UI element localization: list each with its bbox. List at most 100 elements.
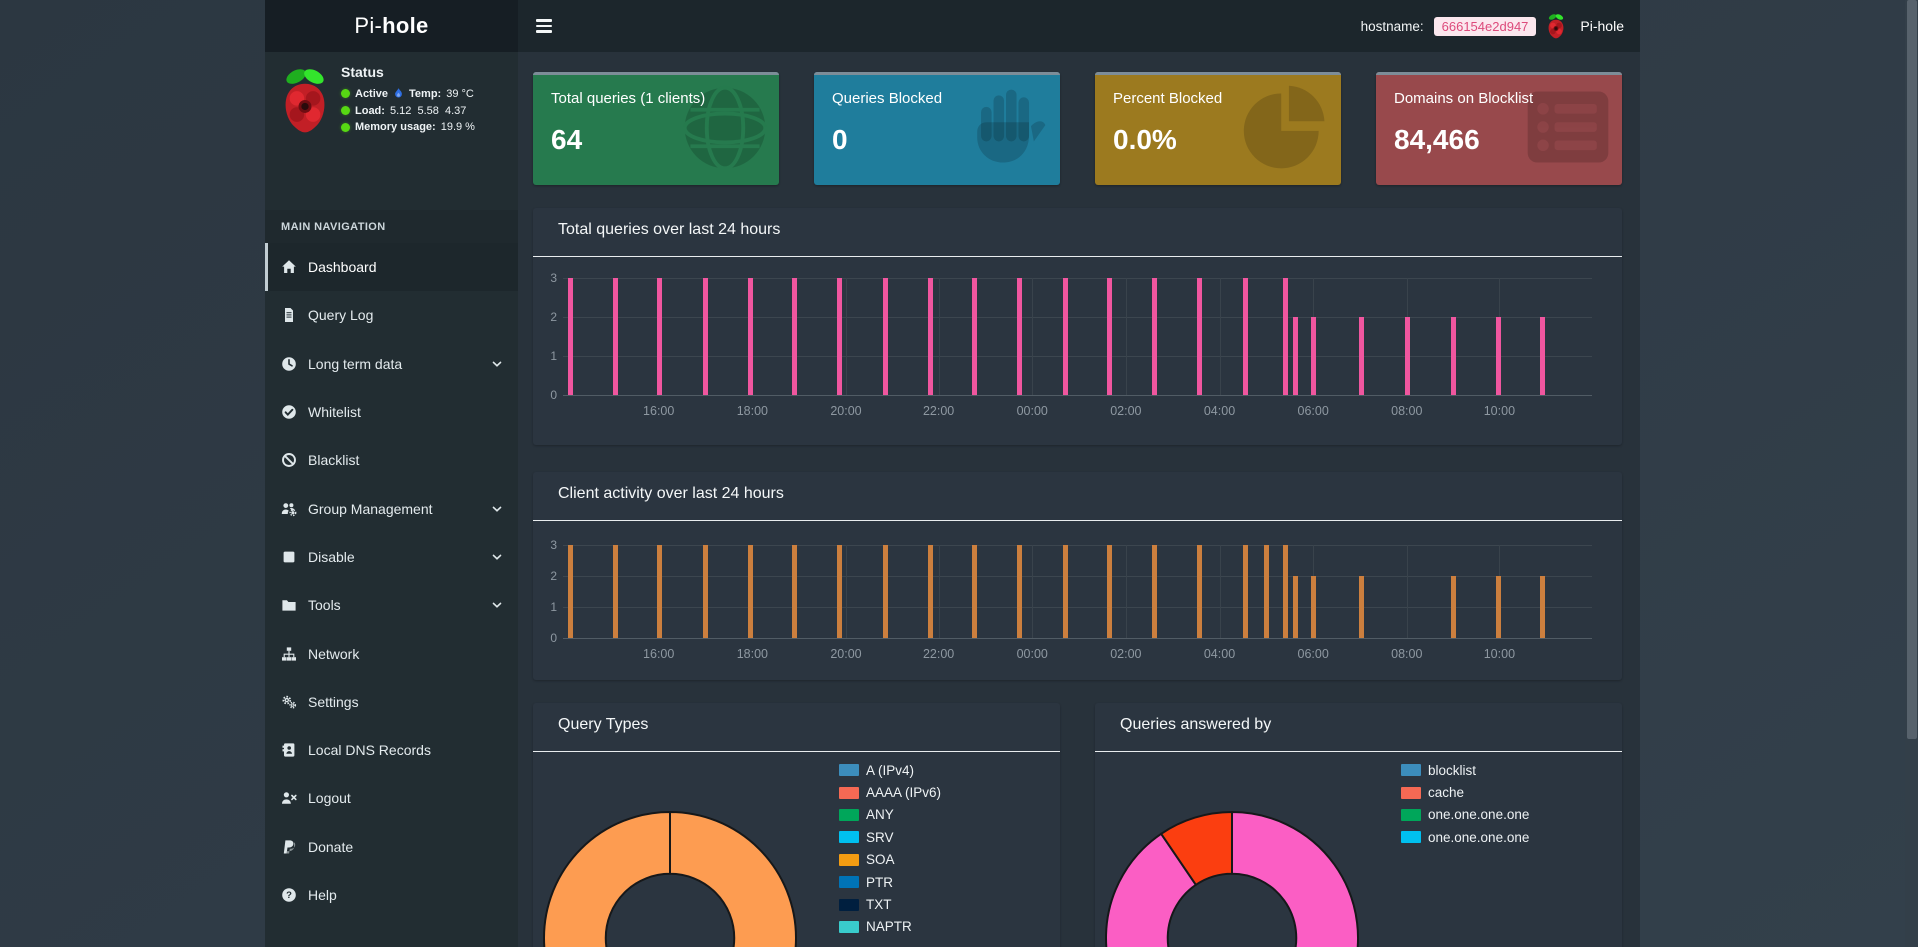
bar-09:55[interactable] [1495,576,1501,638]
bar-17:00[interactable] [702,545,708,638]
sidebar-item-help[interactable]: ? Help [265,871,518,919]
bar-09:55[interactable] [1495,317,1501,395]
legend-item-srv[interactable]: SRV [839,826,894,848]
bar-10:55[interactable] [1540,317,1546,395]
legend-label: one.one.one.one [1428,829,1530,845]
legend-label: SOA [866,852,895,868]
legend-item-one.one.one.one[interactable]: one.one.one.one [1401,804,1529,826]
gridline-vertical [1219,545,1221,638]
bar-05:00[interactable] [1264,545,1270,638]
bar-18:55[interactable] [792,278,798,395]
legend-item-cache[interactable]: cache [1401,781,1464,803]
bar-15:05[interactable] [612,545,618,638]
legend-swatch [839,764,859,777]
bar-09:00[interactable] [1450,576,1456,638]
legend-label: AAAA (IPv6) [866,785,942,801]
legend-item-blocklist[interactable]: blocklist [1401,759,1476,781]
gridline [563,545,1592,546]
bar-16:00[interactable] [657,278,663,395]
bar-16:00[interactable] [657,545,663,638]
bar-01:40[interactable] [1106,545,1112,638]
bar-01:40[interactable] [1106,278,1112,395]
bar-07:00[interactable] [1359,576,1364,638]
bar-00:40[interactable] [1062,545,1068,638]
sidebar-item-blacklist[interactable]: Blacklist [265,436,518,484]
bar-00:40[interactable] [1062,278,1068,395]
x-axis-tick: 20:00 [830,404,862,418]
legend-item-any[interactable]: ANY [839,804,894,826]
top-header: Pi-hole hostname: 666154e2d947 Pi-hole [265,0,1640,52]
bar-05:25[interactable] [1282,278,1288,395]
card-title: Domains on Blocklist [1394,90,1534,107]
legend-swatch [839,920,859,933]
app-logo[interactable]: Pi-hole [265,0,518,52]
legend-item-one.one.one.one[interactable]: one.one.one.one [1401,826,1529,848]
bar-20:50[interactable] [882,278,888,395]
bar-22:45[interactable] [972,545,978,638]
legend-item-ptr[interactable]: PTR [839,871,893,893]
queries-answered-by-panel: Queries answered by blocklist cache one.on… [1095,703,1622,947]
bar-02:35[interactable] [1152,278,1158,395]
bar-23:45[interactable] [1017,545,1023,638]
bar-04:30[interactable] [1242,545,1248,638]
bar-14:05[interactable] [567,545,573,638]
donut-chart[interactable] [1095,752,1622,947]
y-axis-tick: 3 [550,538,557,552]
legend-item-a-ipv4-[interactable]: A (IPv4) [839,759,914,781]
bar-09:00[interactable] [1450,317,1456,395]
bar-06:00[interactable] [1310,317,1316,395]
sidebar-item-logout[interactable]: Logout [265,774,518,822]
sidebar-item-label: Tools [308,597,341,614]
legend-item-naptr[interactable]: NAPTR [839,916,912,938]
bar-14:05[interactable] [567,278,573,395]
bar-19:55[interactable] [837,545,843,638]
scrollbar-thumb[interactable] [1906,0,1917,739]
sidebar-item-network[interactable]: Network [265,629,518,677]
bar-08:00[interactable] [1405,317,1411,395]
bar-15:05[interactable] [612,278,618,395]
bar-05:40[interactable] [1293,576,1299,638]
bar-03:35[interactable] [1197,278,1203,395]
sidebar-item-query-log[interactable]: Query Log [265,291,518,339]
gridline-vertical [938,545,940,638]
sidebar-item-local-dns-records[interactable]: Local DNS Records [265,726,518,774]
sitemap-icon [281,645,298,662]
bar-07:00[interactable] [1359,317,1364,395]
bar-21:50[interactable] [927,545,933,638]
pie-icon [1239,80,1335,181]
bar-03:35[interactable] [1197,545,1203,638]
sidebar-item-donate[interactable]: Donate [265,823,518,871]
bar-18:55[interactable] [792,545,798,638]
bar-10:55[interactable] [1540,576,1546,638]
sidebar-item-tools[interactable]: Tools [265,581,518,629]
bar-21:50[interactable] [927,278,933,395]
bar-20:50[interactable] [882,545,888,638]
bar-19:55[interactable] [837,278,843,395]
sidebar-toggle-button[interactable] [536,9,570,43]
user-times-icon [281,790,298,807]
bar-17:00[interactable] [702,278,708,395]
donut-chart[interactable] [533,752,1060,947]
bar-06:00[interactable] [1310,576,1316,638]
x-axis-tick: 02:00 [1110,647,1142,661]
legend-item-txt[interactable]: TXT [839,893,892,915]
bar-23:45[interactable] [1017,278,1023,395]
bar-18:00[interactable] [747,278,753,395]
page-scrollbar[interactable] [1905,0,1918,947]
bar-05:25[interactable] [1282,545,1288,638]
sidebar-item-whitelist[interactable]: Whitelist [265,388,518,436]
query-types-panel: Query Types A (IPv4) AAAA (IPv6) ANY SRV SOA… [533,703,1060,947]
legend-item-aaaa-ipv6-[interactable]: AAAA (IPv6) [839,781,941,803]
legend-item-soa[interactable]: SOA [839,849,895,871]
bar-22:45[interactable] [972,278,978,395]
sidebar-item-settings[interactable]: Settings [265,678,518,726]
sidebar-item-group-management[interactable]: Group Management [265,484,518,532]
sidebar-item-dashboard[interactable]: Dashboard [265,243,518,292]
sidebar-item-long-term-data[interactable]: Long term data [265,340,518,388]
bar-02:35[interactable] [1152,545,1158,638]
sidebar-item-disable[interactable]: Disable [265,533,518,581]
bar-04:30[interactable] [1242,278,1248,395]
bar-05:40[interactable] [1293,317,1299,395]
bar-18:00[interactable] [747,545,753,638]
